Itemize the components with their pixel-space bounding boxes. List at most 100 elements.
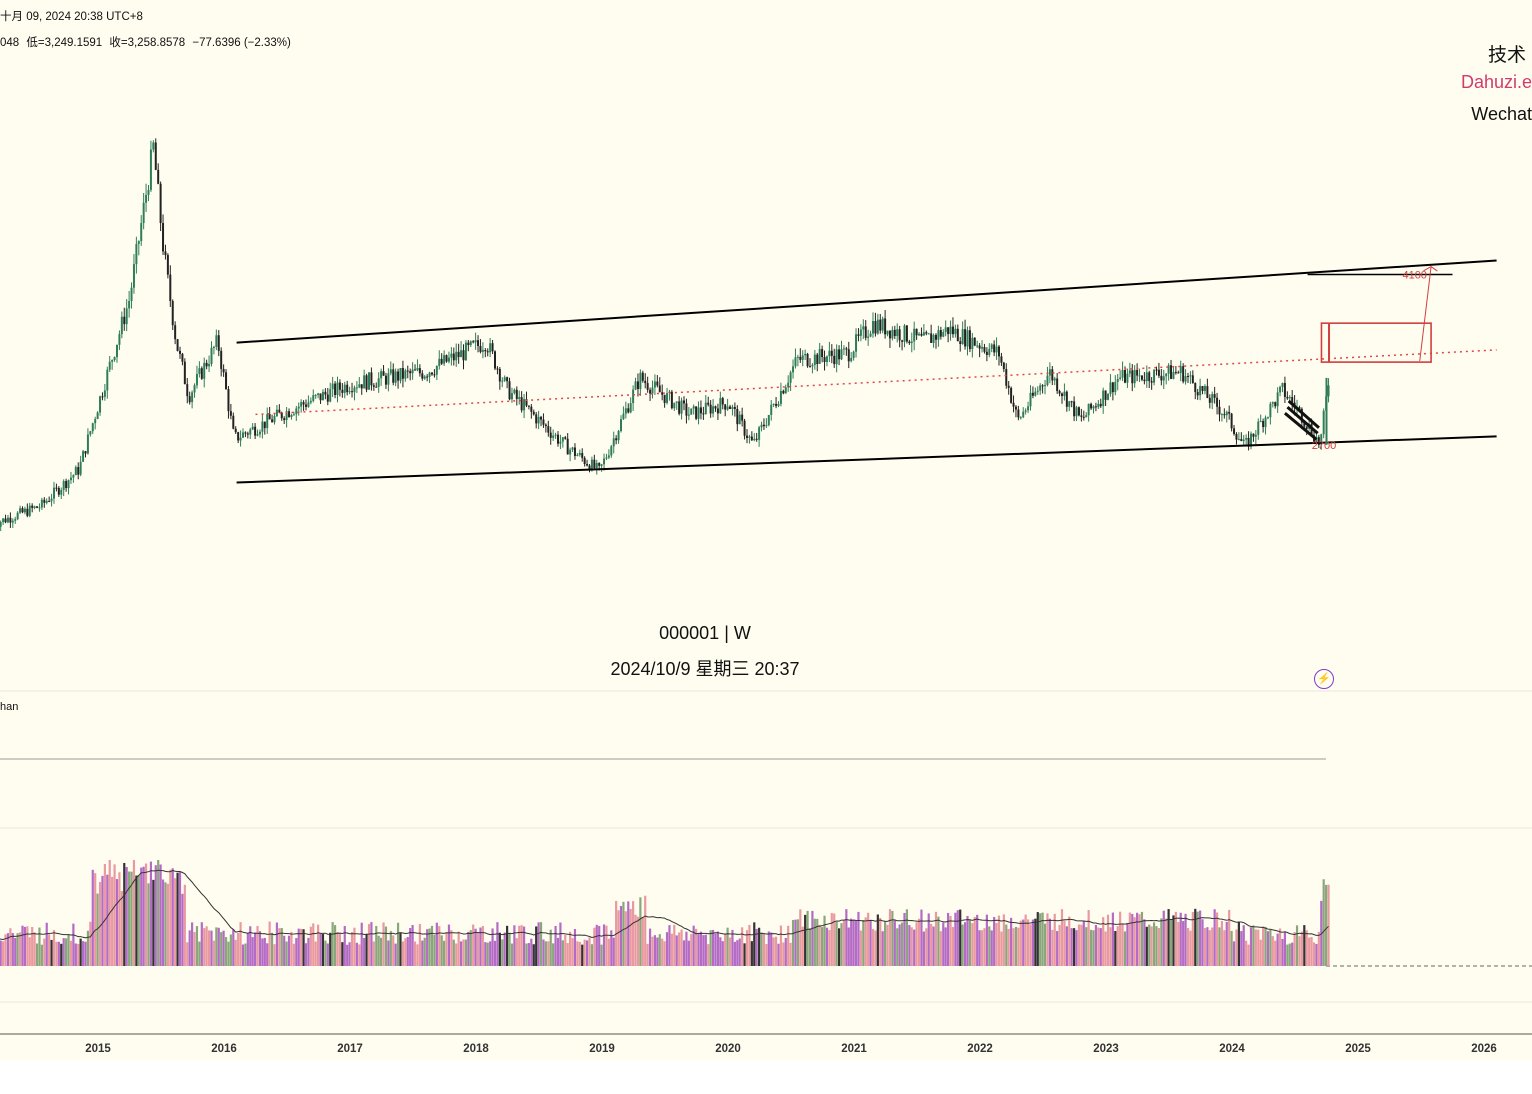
volume-bar [1000,931,1003,966]
volume-bar [135,875,138,966]
volume-bar [765,944,768,966]
volume-bar [947,912,950,966]
candle-body [1048,369,1051,376]
candle-body [639,372,642,390]
volume-bar [1102,917,1105,966]
ohlc-close: 收=3,258.8578 [109,37,186,49]
candle-body [1298,407,1301,409]
volume-bar [86,930,90,966]
candle-body [748,436,751,438]
volume-bar [522,926,526,966]
volume-bar [695,928,698,966]
volume-bar [1283,932,1287,966]
candle-body [1327,385,1330,397]
volume-bar [491,928,494,966]
candle-body [527,405,530,407]
candle-body [178,350,181,354]
volume-bar [1150,926,1153,966]
candle-body [954,328,957,335]
candle-body [159,183,162,224]
volume-bar [144,863,148,966]
candle-body [433,374,436,376]
candle-body [627,408,630,413]
volume-bar [588,937,591,966]
lightning-icon[interactable]: ⚡ [1314,669,1334,689]
volume-bar [937,916,940,966]
candle-body [741,414,744,421]
volume-bar [1215,912,1219,966]
candle-body [1019,417,1022,419]
volume-bar [944,927,947,966]
volume-bar [903,912,906,966]
volume-bar [426,929,429,966]
volume-bar [1157,928,1161,966]
volume-bar [377,935,380,966]
volume-bar [1068,916,1071,966]
candle-body [418,368,421,374]
candle-body [857,334,860,336]
candle-body [554,434,557,436]
volume-bar [200,922,203,966]
volume-bar [801,926,804,966]
volume-bar [1114,931,1117,966]
candle-body [874,321,877,334]
volume-bar [920,909,923,966]
volume-bar [433,934,436,966]
volume-bar [244,943,247,966]
volume-bar [552,943,555,966]
volume-bar [1138,914,1141,966]
candle-body [634,381,637,390]
volume-bar [1237,921,1240,966]
candle-body [86,434,89,454]
volume-bar [401,941,405,966]
volume-bar [1143,919,1146,966]
volume-bar [375,925,378,966]
x-tick-label: 2019 [589,1043,615,1055]
volume-bar [544,941,547,966]
volume-bar [263,937,266,966]
candle-body [91,423,94,432]
candle-body [985,351,988,355]
candle-body [658,385,661,393]
volume-bar [365,933,368,966]
candle-body [1184,376,1187,382]
candle-body [1291,397,1294,403]
candle-body [115,344,118,358]
volume-bar [673,924,676,966]
volume-bar [98,882,102,966]
candle-body [1274,402,1277,407]
volume-bar [750,941,753,966]
candle-body [714,406,717,409]
volume-bar [922,931,925,966]
volume-bar [1303,925,1306,966]
candle-body [169,274,172,302]
candle-body [36,506,39,508]
volume-bar [1123,931,1127,966]
candle-body [707,402,710,405]
target-box [1320,322,1432,363]
volume-bar [772,937,775,966]
candle-body [96,412,99,420]
candle-body [28,505,31,516]
volume-bar [879,917,882,966]
volume-bar [348,942,351,966]
volume-bar [52,930,56,966]
candle-body [288,411,291,418]
candle-body [329,389,332,402]
volume-bar [816,918,819,966]
volume-bar [699,931,703,966]
candle-body [256,434,259,436]
candle-body [1031,392,1034,396]
volume-bar [1060,909,1064,966]
candle-body [1233,428,1236,434]
volume-bar [1276,933,1279,966]
candle-body [680,400,683,414]
volume-bar [585,940,589,966]
candle-body [193,385,196,393]
candle-body [1242,439,1245,442]
candle-body [1070,401,1073,403]
candle-body [712,406,715,414]
volume-bar [888,909,892,966]
volume-bar [789,942,792,966]
